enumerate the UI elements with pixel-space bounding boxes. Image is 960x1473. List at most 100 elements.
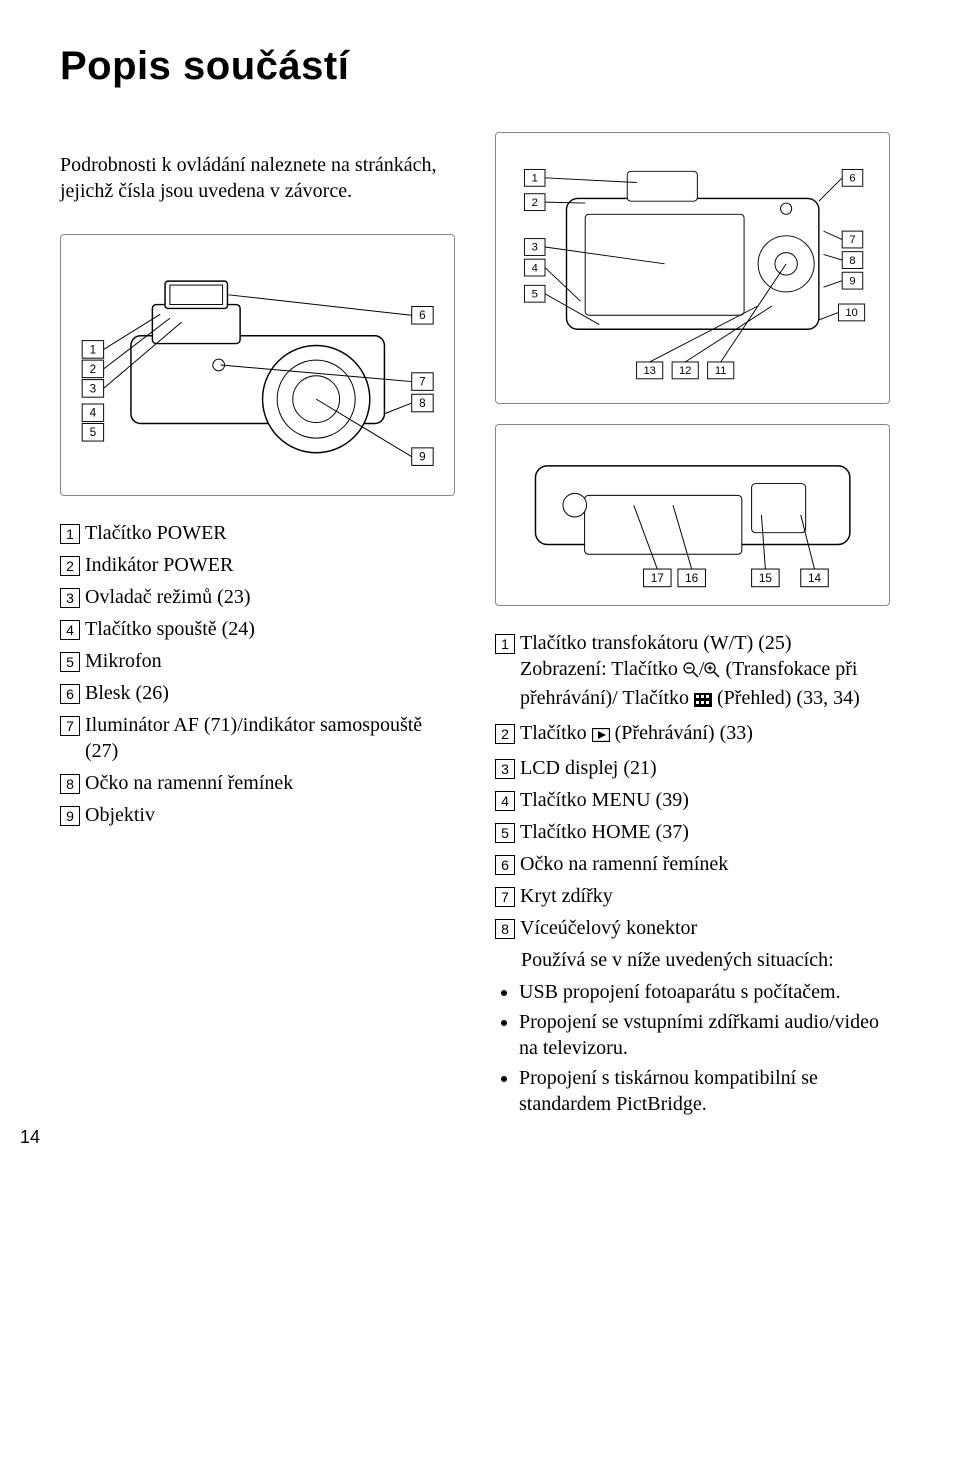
numref-icon: 2: [60, 556, 80, 576]
item-text: LCD displej (21): [520, 755, 890, 781]
item-text: Očko na ramenní řemínek: [520, 851, 890, 877]
list-item: 2 Indikátor POWER: [60, 552, 455, 578]
list-item: 7 Kryt zdířky: [495, 883, 890, 909]
list-item: 5 Mikrofon: [60, 648, 455, 674]
svg-text:2: 2: [89, 363, 96, 376]
two-column-layout: Podrobnosti k ovládání naleznete na strá…: [60, 132, 890, 1121]
svg-text:8: 8: [849, 254, 855, 266]
svg-text:3: 3: [531, 241, 537, 253]
svg-text:7: 7: [849, 234, 855, 246]
numref-icon: 9: [60, 806, 80, 826]
numref-icon: 1: [60, 524, 80, 544]
text-fragment: (Přehrávání) (33): [615, 722, 753, 744]
playback-icon: [592, 723, 610, 749]
list-item: 3 LCD displej (21): [495, 755, 890, 781]
item-text: Očko na ramenní řemínek: [85, 770, 455, 796]
list-item: 4 Tlačítko spouště (24): [60, 616, 455, 642]
list-item: 4 Tlačítko MENU (39): [495, 787, 890, 813]
svg-text:9: 9: [849, 275, 855, 287]
item-text: Mikrofon: [85, 648, 455, 674]
item-text: Tlačítko spouště (24): [85, 616, 455, 642]
svg-text:17: 17: [651, 572, 664, 585]
left-column: Podrobnosti k ovládání naleznete na strá…: [60, 132, 455, 1121]
svg-text:13: 13: [643, 365, 655, 377]
numref-icon: 6: [495, 855, 515, 875]
item-text: Tlačítko POWER: [85, 520, 455, 546]
svg-text:6: 6: [419, 309, 426, 322]
svg-text:2: 2: [531, 196, 537, 208]
left-item-list: 1 Tlačítko POWER 2 Indikátor POWER 3 Ovl…: [60, 520, 455, 828]
text-fragment: Tlačítko transfokátoru (W/T) (25): [520, 632, 792, 654]
item-text: Objektiv: [85, 802, 455, 828]
svg-text:6: 6: [849, 172, 855, 184]
numref-icon: 3: [60, 588, 80, 608]
svg-text:15: 15: [759, 572, 773, 585]
list-item: 1 Tlačítko transfokátoru (W/T) (25) Zobr…: [495, 630, 890, 714]
list-item: 1 Tlačítko POWER: [60, 520, 455, 546]
text-fragment: Zobrazení: Tlačítko: [520, 658, 683, 680]
numref-icon: 8: [60, 774, 80, 794]
item-text: Tlačítko transfokátoru (W/T) (25) Zobraz…: [520, 630, 890, 714]
numref-icon: 6: [60, 684, 80, 704]
page-number: 14: [20, 1126, 40, 1149]
numref-icon: 7: [60, 716, 80, 736]
bullet-item: Propojení s tiskárnou kompatibilní se st…: [519, 1065, 890, 1117]
svg-text:4: 4: [89, 407, 96, 420]
svg-text:12: 12: [679, 365, 691, 377]
svg-text:1: 1: [89, 343, 96, 356]
list-item: 7 Iluminátor AF (71)/indikátor samospouš…: [60, 712, 455, 764]
numref-icon: 1: [495, 634, 515, 654]
list-item: 8 Očko na ramenní řemínek: [60, 770, 455, 796]
list-item: 6 Očko na ramenní řemínek: [495, 851, 890, 877]
list-item: 2 Tlačítko (Přehrávání) (33): [495, 720, 890, 749]
item-text: Tlačítko MENU (39): [520, 787, 890, 813]
svg-text:11: 11: [715, 365, 727, 377]
page-title: Popis součástí: [60, 40, 890, 92]
bullet-item: USB propojení fotoaparátu s počítačem.: [519, 979, 890, 1005]
numref-icon: 2: [495, 724, 515, 744]
list-item: 8 Víceúčelový konektor: [495, 915, 890, 941]
item-text: Kryt zdířky: [520, 883, 890, 909]
svg-text:7: 7: [419, 375, 426, 388]
numref-icon: 5: [495, 823, 515, 843]
item-subtext: Používá se v níže uvedených situacích:: [495, 947, 890, 973]
item-text: Ovladač režimů (23): [85, 584, 455, 610]
list-item: 6 Blesk (26): [60, 680, 455, 706]
svg-text:14: 14: [808, 572, 822, 585]
right-item-list: 1 Tlačítko transfokátoru (W/T) (25) Zobr…: [495, 630, 890, 1117]
svg-text:9: 9: [419, 451, 426, 464]
intro-paragraph: Podrobnosti k ovládání naleznete na strá…: [60, 152, 455, 204]
list-item: 9 Objektiv: [60, 802, 455, 828]
item-text: Víceúčelový konektor: [520, 915, 890, 941]
numref-icon: 5: [60, 652, 80, 672]
numref-icon: 8: [495, 919, 515, 939]
svg-text:3: 3: [89, 382, 96, 395]
text-fragment: Tlačítko: [520, 722, 592, 744]
item-text: Iluminátor AF (71)/indikátor samospouště…: [85, 712, 455, 764]
diagram-camera-front: 1 2 3 4 5: [60, 234, 455, 496]
bullet-item: Propojení se vstupními zdířkami audio/vi…: [519, 1009, 890, 1061]
zoom-in-icon: [704, 659, 720, 685]
diagram-camera-bottom: 17 16 15 14: [495, 424, 890, 606]
list-item: 5 Tlačítko HOME (37): [495, 819, 890, 845]
item-text: Indikátor POWER: [85, 552, 455, 578]
numref-icon: 4: [495, 791, 515, 811]
index-grid-icon: [694, 688, 712, 714]
svg-text:10: 10: [845, 307, 857, 319]
bullet-list: USB propojení fotoaparátu s počítačem. P…: [519, 979, 890, 1117]
svg-text:5: 5: [531, 288, 537, 300]
item-text: Blesk (26): [85, 680, 455, 706]
numref-icon: 4: [60, 620, 80, 640]
svg-text:16: 16: [685, 572, 699, 585]
numref-icon: 7: [495, 887, 515, 907]
svg-text:1: 1: [531, 172, 537, 184]
numref-icon: 3: [495, 759, 515, 779]
zoom-out-icon: [683, 659, 699, 685]
text-fragment: (Přehled) (33, 34): [717, 687, 860, 709]
svg-text:4: 4: [531, 262, 537, 274]
list-item: 3 Ovladač režimů (23): [60, 584, 455, 610]
item-text: Tlačítko HOME (37): [520, 819, 890, 845]
svg-text:5: 5: [89, 426, 96, 439]
right-column: 1 2 3 4 5 6: [495, 132, 890, 1121]
svg-text:8: 8: [419, 397, 426, 410]
